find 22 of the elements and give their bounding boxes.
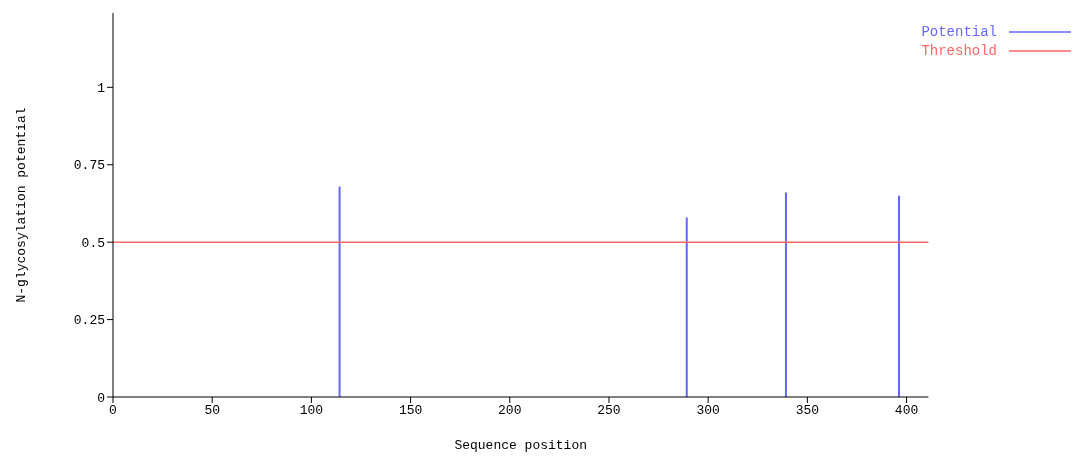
bar bbox=[898, 195, 901, 397]
y-tick-label: 0.5 bbox=[81, 235, 105, 251]
y-tick-label: 0 bbox=[97, 390, 105, 406]
x-axis-title: Sequence position bbox=[454, 438, 587, 453]
x-tick-label: 200 bbox=[498, 403, 522, 419]
x-tick-label: 50 bbox=[204, 403, 220, 419]
legend-label: Potential bbox=[921, 23, 997, 40]
x-tick-label: 400 bbox=[894, 403, 919, 419]
x-tick-label: 300 bbox=[696, 403, 720, 419]
x-tick-label: 250 bbox=[597, 403, 621, 419]
x-tick-label: 150 bbox=[398, 403, 423, 419]
x-tick-label: 350 bbox=[795, 403, 820, 419]
x-tick-label: 0 bbox=[109, 403, 117, 419]
bar bbox=[685, 217, 688, 397]
bar bbox=[338, 186, 341, 397]
legend-label: Threshold bbox=[921, 42, 997, 59]
y-axis-title: N-glycosylation potential bbox=[13, 107, 29, 303]
x-tick-label: 100 bbox=[299, 403, 324, 419]
y-tick-label: 0.25 bbox=[73, 313, 105, 329]
y-tick-label: 1 bbox=[97, 80, 106, 96]
bar bbox=[784, 192, 787, 397]
y-tick-label: 0.75 bbox=[73, 158, 105, 174]
